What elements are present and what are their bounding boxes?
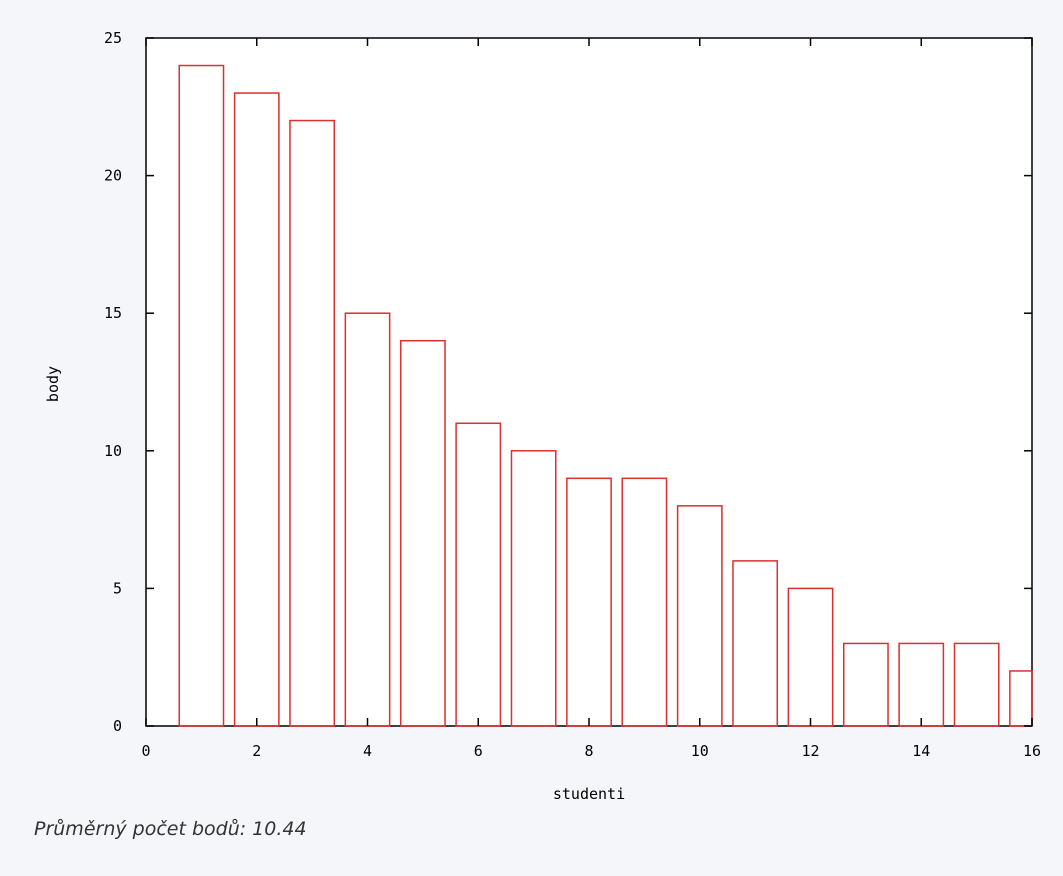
plot-frame [145,37,1033,727]
ticks-group: 0 2 4 6 8 10 12 14 16 0 5 10 15 20 25 [104,29,1041,760]
bar-9 [621,477,668,727]
y-tick-label-10: 10 [104,442,122,460]
y-tick-label-25: 25 [104,29,122,47]
y-tick-label-20: 20 [104,167,122,185]
x-axis-label: studenti [553,785,625,800]
bar-16 [1009,670,1033,727]
bar-11 [732,560,779,727]
x-tick-label-4: 4 [363,742,372,760]
x-tick-label-0: 0 [141,742,150,760]
bar-15 [953,642,1000,727]
bar-5 [399,339,446,727]
average-points-caption: Průměrný počet bodů: 10.44 [34,818,307,840]
bar-chart: 0 2 4 6 8 10 12 14 16 0 5 10 15 20 25 studenti body [44,29,1041,800]
y-axis-label: body [44,366,62,402]
bar-1 [178,64,225,727]
bar-7 [510,450,557,727]
y-tick-label-0: 0 [113,717,122,735]
x-tick-label-2: 2 [252,742,261,760]
x-tick-label-16: 16 [1023,742,1041,760]
x-tick-label-8: 8 [584,742,593,760]
x-tick-label-6: 6 [474,742,483,760]
bar-13 [842,642,889,727]
y-tick-label-15: 15 [104,304,122,322]
x-tick-label-12: 12 [801,742,819,760]
x-tick-label-14: 14 [912,742,930,760]
x-tick-label-10: 10 [691,742,709,760]
y-tick-label-5: 5 [113,579,122,597]
bar-3 [289,119,336,727]
